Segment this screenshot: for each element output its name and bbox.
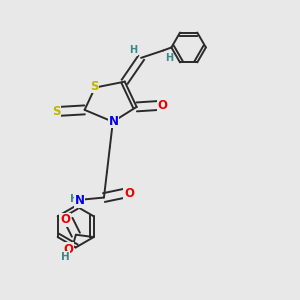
Text: H: H	[165, 53, 173, 63]
Text: O: O	[158, 99, 168, 112]
Text: H: H	[70, 194, 79, 204]
Text: O: O	[63, 243, 74, 256]
Text: O: O	[60, 213, 70, 226]
Text: S: S	[52, 105, 61, 118]
Text: O: O	[124, 187, 134, 200]
Text: N: N	[109, 115, 119, 128]
Text: H: H	[130, 45, 138, 56]
Text: N: N	[75, 194, 85, 207]
Text: H: H	[61, 252, 69, 262]
Text: S: S	[90, 80, 98, 93]
